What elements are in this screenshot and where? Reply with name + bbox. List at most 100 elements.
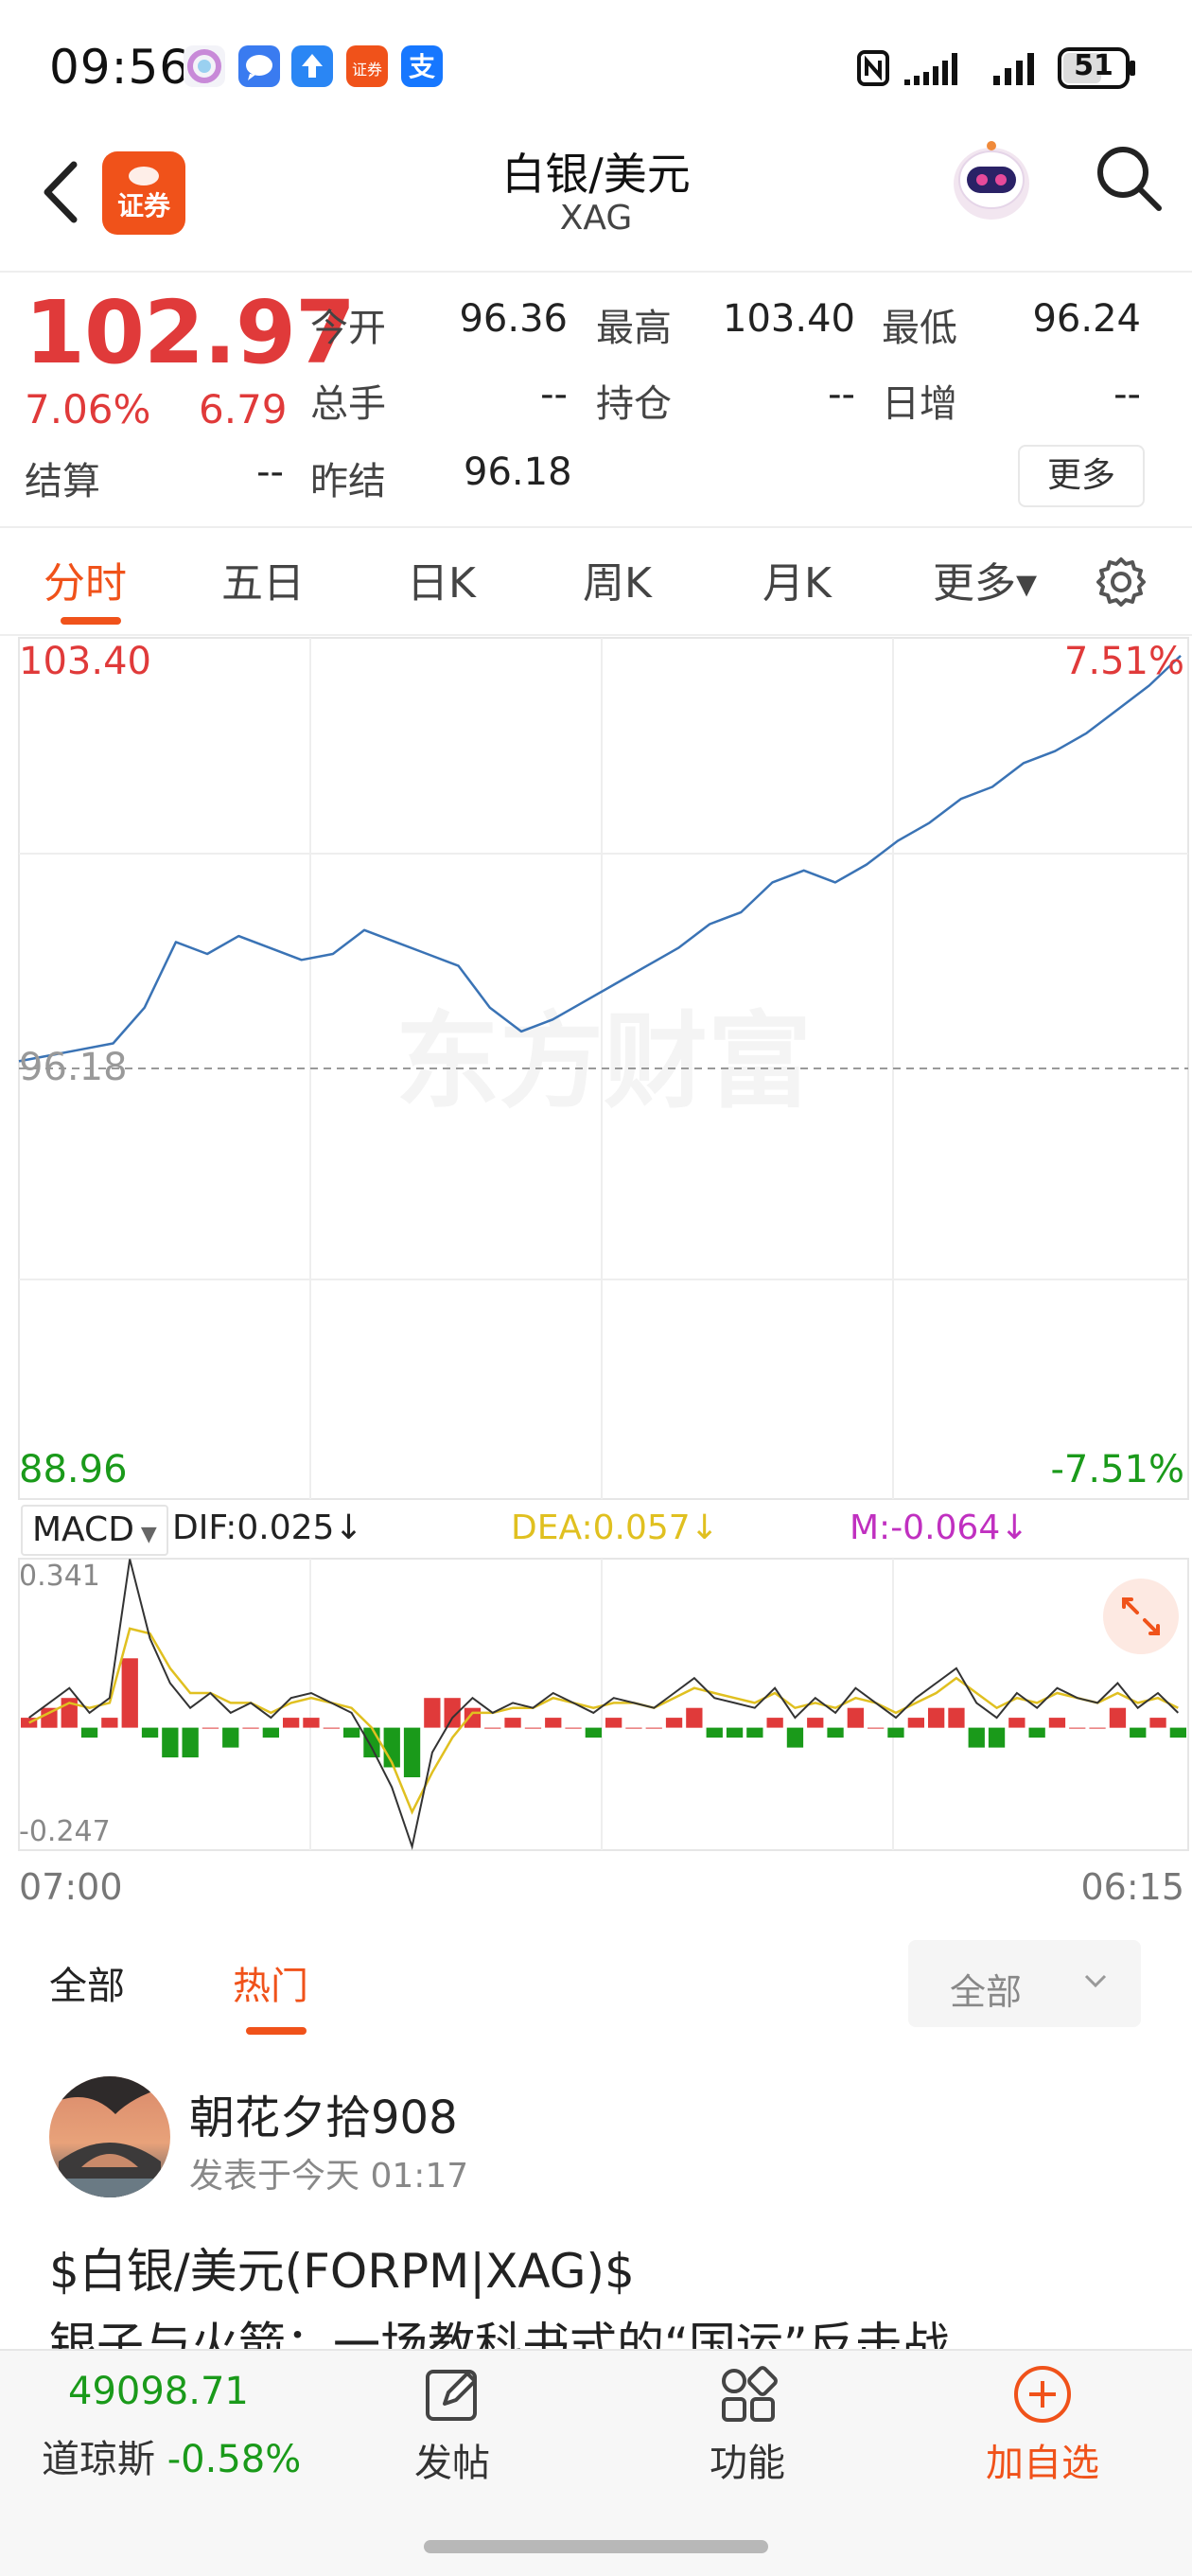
macd-histogram-bar [726,1727,744,1738]
signal-icon [993,53,1034,85]
more-quote-button[interactable]: 更多 [1018,445,1145,507]
macd-dif-line [28,1559,1180,1851]
open-value: 96.36 [459,297,568,341]
volume-value: -- [540,373,568,416]
post-stock-tag[interactable]: $白银/美元(FORPM|XAG)$ [49,2244,635,2299]
chart-watermark: 东方财富 [395,1001,812,1122]
ref-price-label: 96.18 [19,1046,128,1089]
battery-level: 51 [1074,49,1113,82]
quote-divider [0,526,1192,528]
expand-arrows-icon [1122,1597,1160,1635]
macd-histogram-bar [141,1727,159,1738]
macd-max-label: 0.341 [19,1560,100,1593]
indicator-selector[interactable]: MACD ▼ [21,1505,168,1556]
macd-histogram-bar [706,1727,723,1738]
macd-histogram-bar [222,1727,239,1748]
macd-histogram-bar [464,1707,482,1728]
securities-app-icon: 证券 [346,45,388,87]
macd-histogram-bar [746,1727,763,1738]
app-logo[interactable]: 证券 [102,151,185,235]
index-ticker[interactable]: 道琼斯 -0.58% [42,2428,301,2483]
macd-histogram-bar [686,1707,703,1728]
macd-histogram-bar [1089,1727,1106,1729]
gear-icon[interactable] [1093,554,1149,610]
macd-histogram-bar [262,1727,279,1738]
x-start-label: 07:00 [19,1866,123,1908]
bottom-action-bar: 49098.71 道琼斯 -0.58% 发帖 功能 加自选 [0,2349,1192,2576]
comment-filter-dropdown[interactable]: 全部 [908,1940,1141,2027]
macd-histogram-bar [21,1718,38,1728]
macd-histogram-bar [605,1718,622,1728]
back-arrow-icon[interactable] [38,159,85,225]
macd-histogram-bar [403,1727,421,1777]
index-name: 道琼斯 [42,2438,155,2481]
macd-histogram-bar [121,1658,138,1728]
price-series-line [18,654,1182,1063]
function-button[interactable]: 功能 [662,2364,833,2487]
macd-dea-value: DEA:0.057↓ [511,1509,719,1547]
avatar[interactable] [49,2076,170,2197]
alipay-icon: 支 [401,45,443,87]
macd-histogram-bar [1130,1727,1147,1738]
tab-five-day[interactable]: 五日 [221,559,305,608]
macd-histogram-bar [585,1727,602,1738]
tab-more[interactable]: 更多▾ [933,559,1038,608]
svg-text:证券: 证券 [352,61,382,79]
macd-histogram-bar [545,1718,562,1728]
settle-label: 结算 [25,460,100,503]
macd-histogram-bar [968,1727,985,1748]
macd-histogram-bar [868,1727,885,1729]
macd-histogram-bar [665,1718,683,1728]
tab-monthly-k[interactable]: 月K [763,559,832,608]
volume-label: 总手 [310,382,386,426]
fullscreen-expand-button[interactable] [1103,1579,1179,1654]
tab-intraday[interactable]: 分时 [44,559,127,608]
svg-text:支: 支 [409,51,435,82]
post-username[interactable]: 朝花夕拾908 [189,2091,458,2144]
macd-histogram-bar [948,1707,965,1728]
comment-tab-all[interactable]: 全部 [49,1965,125,2008]
post-button[interactable]: 发帖 [367,2364,537,2487]
macd-histogram-bar [887,1727,904,1738]
plus-circle-icon [1014,2366,1071,2423]
tab-daily-k[interactable]: 日K [407,559,476,608]
index-value[interactable]: 49098.71 [68,2370,249,2413]
nfc-icon [857,50,889,86]
prev-settle-label: 昨结 [310,460,386,503]
search-icon[interactable] [1093,142,1165,214]
macd-histogram-bar [1149,1718,1166,1728]
tabs-divider [0,634,1192,636]
macd-histogram-bar [524,1727,542,1729]
intraday-chart[interactable]: 东方财富 103.40 7.51% 96.18 88.96 -7.51% MAC… [0,636,1192,1908]
home-indicator[interactable] [424,2540,768,2553]
macd-histogram-bar [1028,1727,1045,1738]
macd-histogram-bar [1069,1727,1086,1729]
macd-histogram-bar [101,1718,118,1728]
robot-assistant-icon[interactable] [946,132,1037,227]
macd-m-value: M:-0.064↓ [850,1509,1029,1547]
add-watchlist-label: 加自选 [986,2442,1099,2485]
indicator-name: MACD [32,1510,134,1549]
open-interest-value: -- [828,373,855,416]
daily-increase-label: 日增 [882,382,957,426]
comment-tab-hot[interactable]: 热门 [233,1965,308,2008]
macd-dea-line [28,1627,1179,1815]
y-max-label: 103.40 [19,640,151,683]
comment-tab-underline [246,2027,307,2035]
open-label: 今开 [310,307,386,350]
post-time: 发表于今天 01:17 [189,2157,469,2196]
macd-histogram-bar [766,1718,783,1728]
low-label: 最低 [882,307,957,350]
header-divider [0,271,1192,273]
macd-histogram-bar [202,1727,219,1729]
change-percent: 7.06% [25,386,151,432]
high-value: 103.40 [723,297,855,341]
tab-weekly-k[interactable]: 周K [583,559,652,608]
add-watchlist-button[interactable]: 加自选 [957,2364,1128,2487]
macd-histogram-bar [484,1727,501,1729]
edit-icon [426,2370,477,2421]
page-subtitle: XAG [559,199,633,238]
chevron-down-icon [1084,1974,1107,1988]
ai-assistant-icon [184,45,225,87]
app-logo-text: 证券 [116,190,170,221]
